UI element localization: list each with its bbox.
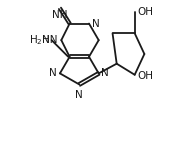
Text: OH: OH — [137, 71, 153, 81]
Text: NH: NH — [52, 10, 68, 20]
Text: N: N — [92, 19, 100, 29]
Text: N: N — [75, 90, 83, 100]
Text: N: N — [101, 68, 109, 78]
Text: OH: OH — [137, 7, 153, 17]
Text: HN: HN — [42, 35, 57, 45]
Text: N: N — [49, 68, 57, 78]
Text: H$_2$N: H$_2$N — [29, 33, 50, 47]
